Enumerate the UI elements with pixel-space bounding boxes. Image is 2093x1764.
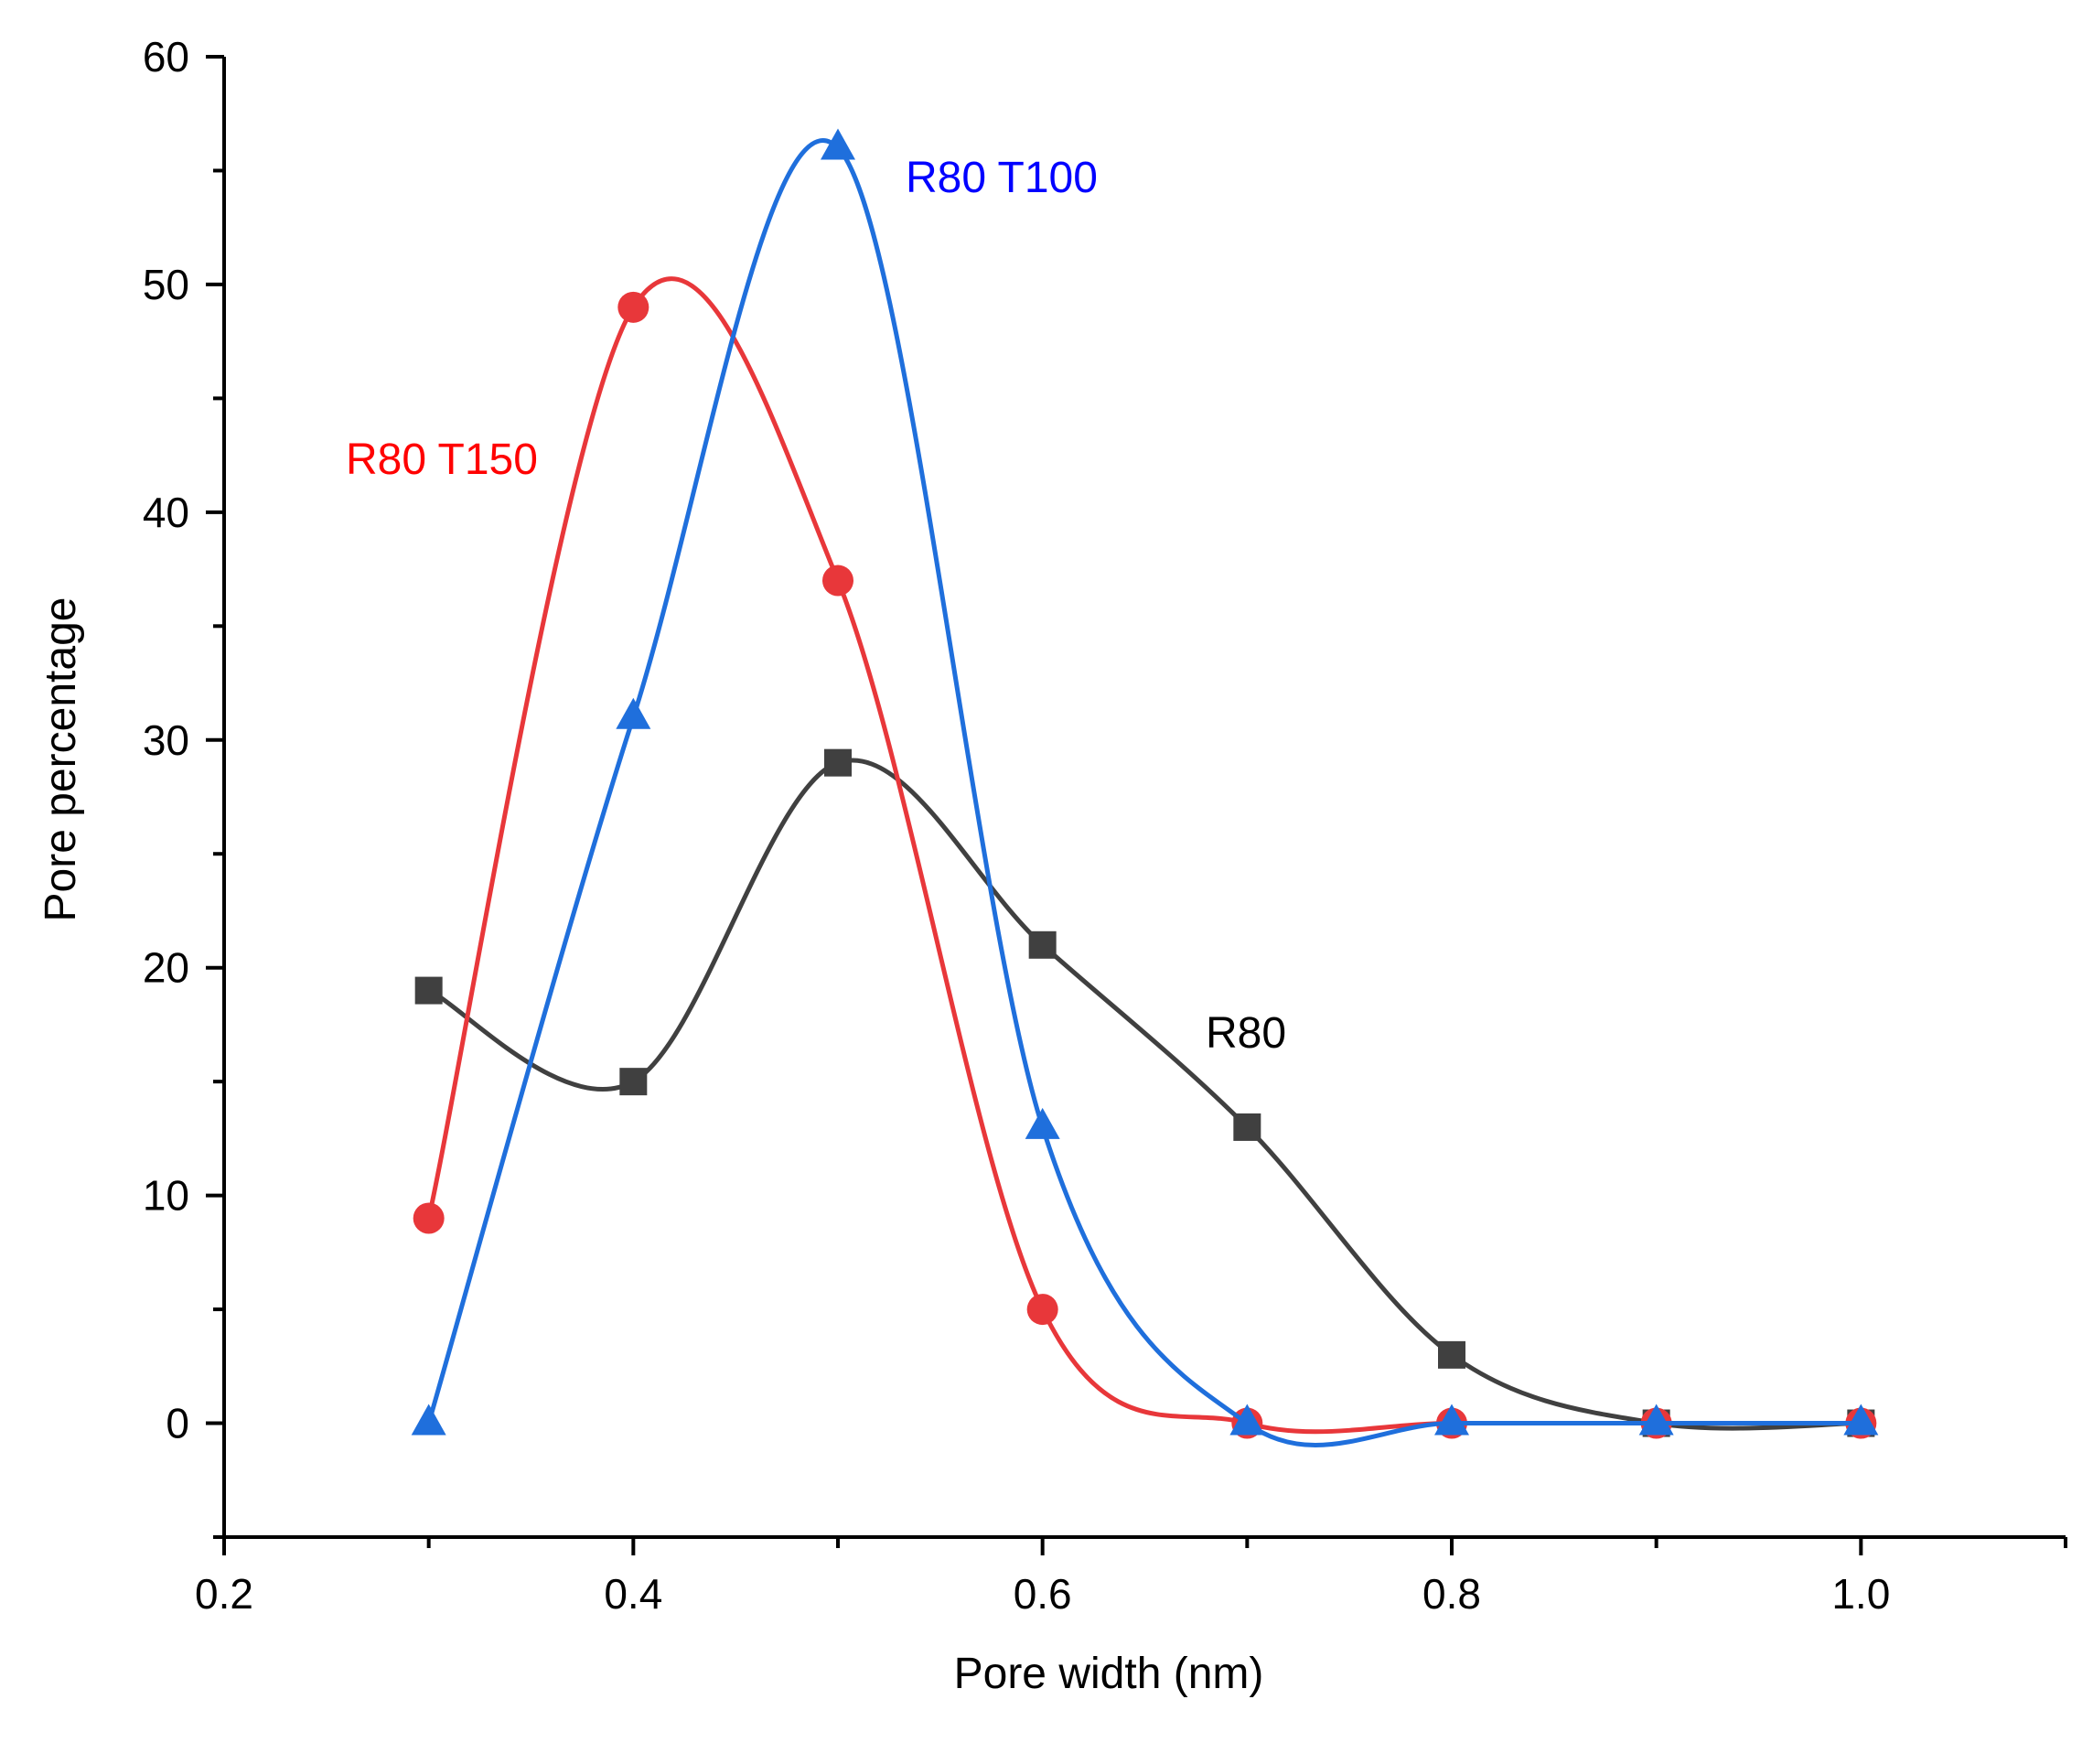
labels: Pore width (nm) Pore percentage R80 T100… [37, 154, 1286, 1698]
data-point-r80-t150 [617, 291, 649, 323]
series-line-r80-t150 [426, 276, 1862, 1435]
x-tick-label: 0.2 [195, 1570, 253, 1618]
y-tick-label: 20 [143, 944, 189, 992]
series-label-r80-t100: R80 T100 [906, 154, 1098, 202]
data-point-r80-t100 [616, 697, 651, 729]
y-tick-label: 60 [143, 33, 189, 81]
series-label-r80-t150: R80 T150 [346, 436, 538, 484]
data-point-r80-t100 [411, 1404, 446, 1436]
x-tick-label: 0.4 [604, 1570, 662, 1618]
series-line-r80-t100 [426, 138, 1862, 1447]
axes: 0.2 0.4 0.6 0.8 1.0 0 10 20 30 40 50 60 [143, 33, 2067, 1618]
data-point-r80-t100 [821, 128, 855, 160]
data-point-r80 [619, 1068, 648, 1096]
y-tick-label: 0 [166, 1400, 189, 1447]
series-label-r80: R80 [1206, 1009, 1286, 1058]
data-point-r80 [824, 748, 852, 777]
data-point-r80-t100 [1025, 1107, 1060, 1139]
data-point-r80-t150 [1026, 1294, 1058, 1326]
y-axis-title: Pore percentage [37, 597, 85, 922]
data-point-r80 [1028, 930, 1057, 959]
y-tick-label: 50 [143, 261, 189, 308]
y-tick-label: 10 [143, 1172, 189, 1220]
data-point-r80 [1438, 1340, 1465, 1369]
data-point-r80-t150 [822, 565, 853, 597]
data-point-r80 [1233, 1113, 1261, 1141]
series-r80-t100 [411, 128, 1879, 1447]
data-point-r80-t150 [413, 1202, 445, 1234]
x-tick-label: 0.8 [1422, 1570, 1481, 1618]
x-tick-label: 1.0 [1831, 1570, 1890, 1618]
data-point-r80-t100 [1638, 1404, 1674, 1436]
x-tick-label: 0.6 [1014, 1570, 1072, 1618]
data-point-r80-t100 [1843, 1404, 1879, 1436]
x-axis-title: Pore width (nm) [954, 1650, 1264, 1698]
data-point-r80-t100 [1229, 1404, 1265, 1436]
y-tick-label: 30 [143, 716, 189, 764]
y-tick-label: 40 [143, 489, 189, 536]
series-line-r80 [427, 758, 1862, 1431]
series-group [411, 128, 1879, 1447]
data-point-r80-t100 [1434, 1404, 1469, 1436]
series-r80-t150 [413, 276, 1877, 1439]
data-point-r80 [414, 976, 443, 1005]
